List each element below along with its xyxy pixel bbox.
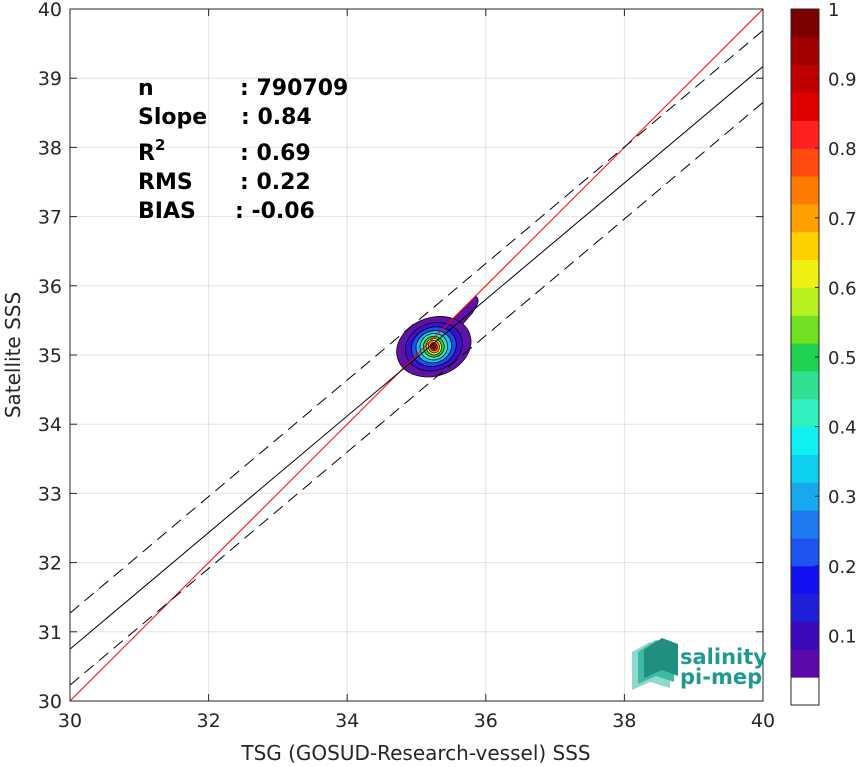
colorbar-segment — [791, 148, 819, 177]
colorbar-segment — [791, 176, 819, 205]
stat-label: BIAS — [138, 199, 196, 224]
x-axis-label: TSG (GOSUD-Research-vessel) SSS — [240, 741, 590, 765]
colorbar-segment — [791, 454, 819, 483]
colorbar-segment — [791, 370, 819, 400]
x-tick-label: 36 — [474, 710, 498, 732]
colorbar-segment — [791, 510, 819, 539]
colorbar-segment — [791, 64, 819, 94]
colorbar-tick-label: 0.8 — [828, 139, 857, 160]
stat-value: : 0.69 — [240, 141, 311, 166]
y-tick-label: 35 — [38, 345, 62, 367]
y-tick-label: 38 — [38, 137, 62, 159]
salinity-pimep-logo: salinity pi-mep — [632, 638, 767, 690]
y-tick-label: 36 — [38, 276, 62, 298]
colorbar-segment — [791, 36, 819, 66]
y-tick-label: 34 — [38, 414, 62, 436]
colorbar-segment — [791, 259, 819, 288]
density-contour — [431, 344, 436, 350]
colorbar-tick-label: 0.4 — [828, 418, 857, 439]
colorbar-segment — [791, 482, 819, 511]
axis-ticks: 30 32 34 36 38 40 30 31 32 33 34 35 36 37 38 39 40 — [38, 0, 775, 732]
colorbar-segment — [791, 92, 819, 121]
y-tick-label: 31 — [38, 622, 62, 644]
regression-lines — [69, 8, 764, 702]
colorbar-segment — [791, 120, 819, 149]
colorbar-tick-label: 1 — [828, 0, 839, 21]
x-tick-label: 32 — [197, 710, 221, 732]
colorbar-tick-label: 0.3 — [828, 487, 857, 508]
colorbar-tick-label: 0.6 — [828, 278, 857, 299]
stat-label: n — [138, 76, 154, 101]
logo-text-salinity: salinity — [680, 645, 767, 669]
stat-value: : 0.22 — [240, 170, 311, 195]
regression-line — [69, 66, 764, 650]
colorbar-tick-label: 0.1 — [828, 626, 857, 647]
y-axis-label: Satellite SSS — [1, 292, 25, 418]
colorbar-segment — [791, 9, 819, 38]
logo-mark-icon — [632, 638, 678, 690]
stat-label: RMS — [138, 170, 193, 195]
statistics-box: n : 790709 Slope : 0.84 R2 : 0.69 RMS : 0.22 BIA… — [138, 76, 348, 224]
identity-line — [69, 8, 764, 702]
y-tick-label: 37 — [38, 207, 62, 229]
density-contours — [396, 295, 479, 378]
colorbar-tick-label: 0.2 — [828, 557, 857, 578]
stat-value: : -0.06 — [235, 199, 315, 224]
y-tick-label: 40 — [38, 0, 62, 21]
colorbar-tick-label: 0.5 — [828, 348, 857, 369]
x-tick-label: 34 — [335, 710, 359, 732]
colorbar-segment — [791, 677, 819, 706]
colorbar-segment — [791, 231, 819, 261]
stat-value: : 790709 — [240, 76, 348, 101]
y-tick-label: 30 — [38, 691, 62, 713]
colorbar: 0.1 0.2 0.3 0.4 0.5 0.6 0.7 0.8 0.9 1 — [790, 0, 857, 706]
x-tick-label: 38 — [612, 710, 636, 732]
colorbar-segment — [791, 315, 819, 344]
logo-text-pimep: pi-mep — [680, 665, 762, 689]
y-tick-label: 33 — [38, 483, 62, 505]
colorbar-segment — [791, 565, 819, 595]
y-tick-label: 32 — [38, 553, 62, 575]
x-tick-label: 30 — [58, 710, 82, 732]
y-tick-label: 39 — [38, 68, 62, 90]
stat-value: : 0.84 — [241, 105, 312, 130]
stat-label: Slope — [138, 105, 207, 130]
colorbar-segment — [791, 287, 819, 316]
colorbar-segment — [791, 593, 819, 622]
colorbar-segment — [791, 343, 819, 372]
colorbar-segment — [791, 398, 819, 428]
colorbar-segment — [791, 649, 819, 678]
colorbar-tick-label: 0.7 — [828, 209, 857, 230]
stat-label: R2 — [138, 136, 165, 166]
x-tick-label: 40 — [751, 710, 775, 732]
colorbar-segment — [791, 537, 819, 567]
colorbar-segment — [791, 426, 819, 455]
colorbar-tick-label: 0.9 — [828, 70, 857, 91]
colorbar-segment — [791, 621, 819, 650]
colorbar-segment — [791, 203, 819, 233]
